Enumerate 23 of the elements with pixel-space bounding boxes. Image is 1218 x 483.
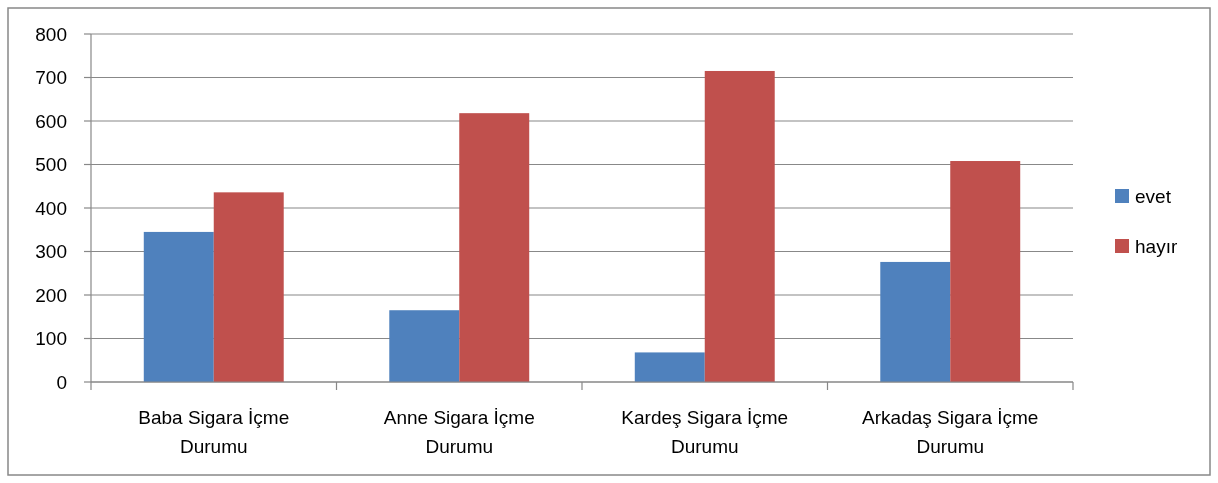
y-tick-label: 800 xyxy=(35,23,67,45)
bar xyxy=(143,231,214,382)
bar xyxy=(880,261,951,382)
y-tick-label: 600 xyxy=(35,110,67,132)
y-tick-label: 100 xyxy=(35,328,67,350)
legend-label: hayır xyxy=(1135,235,1178,257)
y-tick-label: 700 xyxy=(35,67,67,89)
y-tick-label: 0 xyxy=(56,371,67,393)
x-tick-label: Kardeş Sigara İçme Durumu xyxy=(621,407,789,457)
y-tick-label: 500 xyxy=(35,154,67,176)
x-tick-label: Baba Sigara İçme Durumu xyxy=(138,407,290,457)
bar xyxy=(459,113,530,382)
legend-label: evet xyxy=(1135,185,1172,207)
bar xyxy=(634,352,705,382)
bar xyxy=(389,310,460,382)
bar xyxy=(950,161,1021,382)
x-tick-label: Arkadaş Sigara İçme Durumu xyxy=(862,407,1039,457)
y-tick-label: 300 xyxy=(35,241,67,263)
y-tick-label: 200 xyxy=(35,284,67,306)
bar xyxy=(213,192,284,382)
y-tick-label: 400 xyxy=(35,197,67,219)
bar xyxy=(704,70,775,382)
x-tick-label: Anne Sigara İçme Durumu xyxy=(383,407,535,457)
